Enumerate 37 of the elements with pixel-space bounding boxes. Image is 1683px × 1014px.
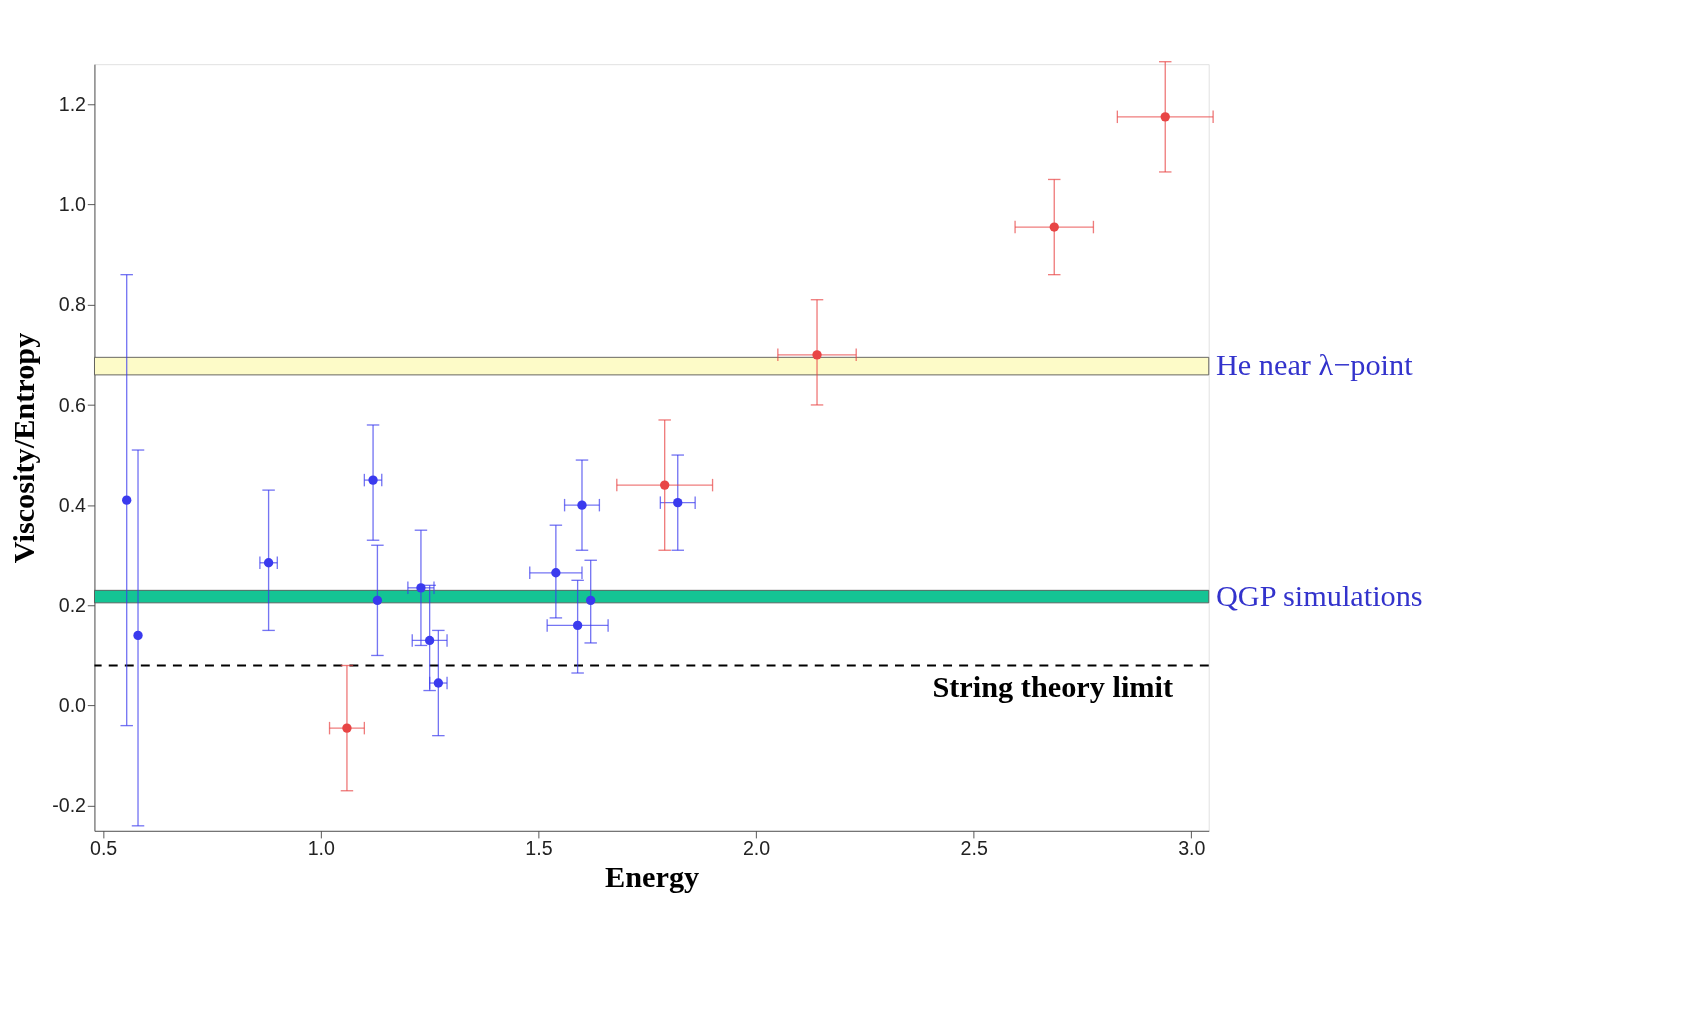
ref-line-label: String theory limit [932,669,1174,704]
y-tick-label: 0.8 [58,293,87,316]
point [342,723,352,733]
y-axis-title: Viscosity/Entropy [6,332,41,564]
point [572,620,583,631]
band-label: QGP simulations [1215,578,1423,613]
point [660,480,670,490]
point [372,595,383,606]
x-tick-label: 0.5 [90,837,118,860]
y-tick-label: -0.2 [52,794,87,817]
y-tick-label: 0.6 [58,393,87,416]
point [1049,222,1059,232]
point [416,583,426,593]
point [263,558,274,568]
y-tick-label: 1.0 [58,193,87,216]
point [424,635,435,646]
point [368,475,378,485]
band-label: He near λ−point [1215,348,1414,383]
y-tick-label: 1.2 [58,92,87,115]
point [586,595,596,606]
point [673,497,683,508]
point [433,678,444,688]
point [122,495,132,505]
point [1160,112,1170,122]
x-tick-label: 3.0 [1178,837,1206,860]
x-tick-label: 2.5 [960,837,988,860]
y-tick-label: 0.4 [58,493,87,516]
point [812,350,822,360]
y-tick-label: 0.2 [58,594,87,617]
y-tick-label: 0.0 [58,694,87,717]
point [133,630,143,641]
x-axis-title: Energy [604,859,700,894]
point [577,500,587,510]
point [551,568,561,578]
x-tick-label: 1.0 [307,837,335,860]
x-tick-label: 1.5 [525,837,553,860]
x-tick-label: 2.0 [742,837,771,860]
